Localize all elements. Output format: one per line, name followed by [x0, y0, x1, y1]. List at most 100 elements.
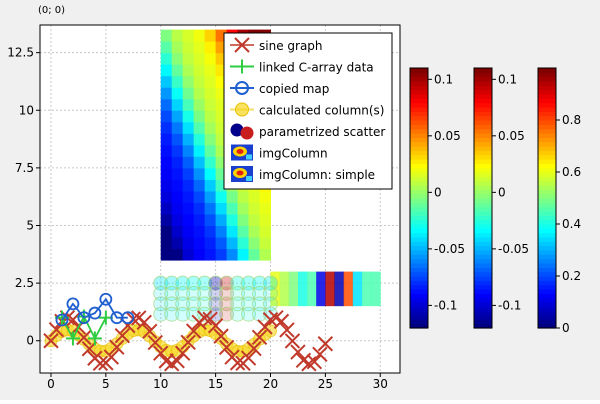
sine-graph-point [185, 323, 202, 339]
sine-graph-point [306, 354, 323, 370]
colorbar-tick-label: 0.1 [498, 72, 517, 86]
legend-symbol [231, 166, 253, 182]
img-column-pixel [237, 213, 250, 227]
colorbar-segment [538, 115, 556, 121]
colorbar-segment [410, 306, 428, 312]
colorbar-segment [474, 176, 492, 182]
img-column-pixel [160, 133, 173, 146]
colorbar-segment [474, 297, 492, 303]
colorbar-segment [474, 276, 492, 281]
img-column-pixel [248, 237, 261, 250]
img-column-pixel [215, 213, 228, 227]
copied-map-point [55, 313, 69, 327]
img-column-simple-pixel [316, 271, 326, 307]
img-column-pixel [204, 225, 217, 238]
parametrized-scatter-point [153, 306, 169, 322]
img-column-pixel [193, 75, 206, 88]
colorbar-segment [474, 202, 492, 208]
img-column-simple-pixel [343, 271, 354, 307]
colorbar-segment [410, 302, 428, 307]
colorbar-segment [474, 263, 492, 268]
sine-graph-point [312, 346, 328, 363]
colorbar-segment [410, 258, 428, 264]
parametrized-scatter-point [241, 285, 257, 301]
sine-graph-point [207, 318, 224, 334]
sine-graph-point [257, 319, 273, 335]
parametrized-scatter-point [230, 306, 246, 322]
colorbar-segment [538, 107, 556, 112]
colorbar-segment [474, 319, 492, 325]
img-column-pixel [215, 64, 228, 77]
img-column-pixel [182, 237, 195, 250]
colorbar-segment [474, 198, 492, 203]
colorbar-segment [474, 115, 492, 121]
colorbar-segment [538, 133, 556, 138]
colorbar-segment [410, 176, 428, 182]
img-column-pixel [182, 52, 195, 65]
sine-graph-point [147, 334, 163, 351]
img-column-pixel [193, 110, 206, 123]
colorbar-tick-label: -0.1 [434, 298, 457, 312]
colorbar-segment [538, 319, 556, 325]
colorbar-segment [410, 141, 428, 147]
parametrized-scatter-point [164, 296, 180, 312]
img-column-pixel [226, 237, 239, 250]
colorbar-segment [474, 72, 492, 78]
parametrized-scatter-point [197, 285, 213, 301]
colorbar-segment [410, 102, 428, 108]
colorbar-segment [538, 263, 556, 268]
copied-map-point [99, 292, 113, 306]
parametrized-scatter-point [230, 275, 246, 291]
copied-map-point [66, 297, 80, 311]
img-column-pixel [215, 52, 228, 65]
legend-label: parametrized scatter [259, 125, 385, 139]
img-column-pixel [193, 29, 206, 42]
img-column-pixel [160, 156, 173, 169]
img-column-pixel [226, 190, 239, 203]
colorbar-segment [538, 315, 556, 320]
colorbar-segment [474, 219, 492, 225]
img-column-pixel [204, 144, 217, 157]
sine-graph-point [180, 334, 196, 351]
colorbar-segment [474, 141, 492, 147]
colorbar-segment [538, 89, 556, 95]
colorbar-segment [474, 150, 492, 156]
img-column-pixel [248, 248, 261, 261]
colorbar-segment [474, 146, 492, 151]
colorbar-segment [474, 98, 492, 104]
colorbar-segment [538, 94, 556, 99]
colorbar-segment [474, 258, 492, 264]
img-column-pixel [259, 225, 271, 238]
colorbar-segment [410, 215, 428, 221]
colorbar-tick-label: -0.05 [434, 242, 465, 256]
img-column-pixel [160, 87, 173, 100]
parametrized-scatter-point [208, 275, 224, 291]
colorbar-segment [410, 81, 428, 86]
img-column-pixel [182, 87, 195, 100]
img-column-pixel [171, 144, 184, 157]
colorbar-segment [474, 159, 492, 164]
colorbar-segment [410, 72, 428, 78]
parametrized-scatter-point [219, 285, 235, 301]
parametrized-scatter-point [175, 285, 191, 301]
img-column-pixel [171, 29, 184, 42]
img-column-pixel [193, 179, 206, 192]
colorbar-segment [410, 293, 428, 299]
img-column-pixel [226, 202, 239, 215]
colorbar-segment [410, 267, 428, 273]
img-column-simple-pixel [279, 271, 290, 307]
colorbar-segment [538, 150, 556, 156]
img-column-pixel [171, 52, 184, 65]
colorbar-segment [410, 193, 428, 199]
img-column-pixel [215, 237, 228, 250]
legend-symbol [231, 144, 253, 161]
colorbar-segment [474, 172, 492, 177]
y-tick-label: 10 [19, 103, 34, 117]
img-column-pixel [215, 75, 228, 88]
y-tick-label: 5 [26, 219, 34, 233]
colorbar-segment [538, 176, 556, 182]
colorbar-segment [474, 137, 492, 143]
colorbar-segment [410, 198, 428, 203]
colorbar-tick-label: 0.1 [434, 72, 453, 86]
